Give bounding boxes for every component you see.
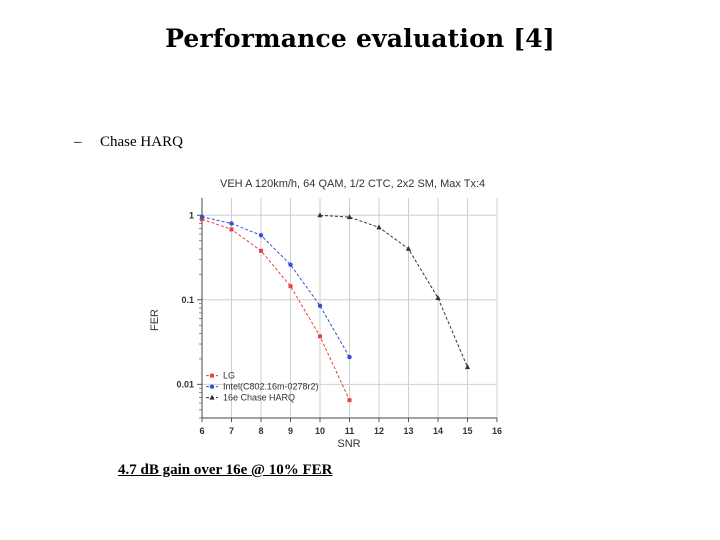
series-layer [199,212,471,403]
y-tick-label: 0.1 [181,295,194,305]
y-tick-label: 1 [189,210,194,220]
x-tick-label: 9 [288,426,293,436]
data-point [229,221,234,226]
data-point [288,262,293,267]
x-tick-label: 6 [199,426,204,436]
data-point [199,214,205,219]
legend-label: LG [223,371,235,381]
bullet-dash: – [74,134,82,150]
data-point [288,284,293,289]
y-axis-label: FER [149,309,161,331]
series-line [201,218,350,401]
chart-title: VEH A 120km/h, 64 QAM, 1/2 CTC, 2x2 SM, … [220,178,485,190]
x-tick-label: 12 [374,426,384,436]
chart-axes: 6 7 8 9 10 11 12 13 14 15 16 1 0.1 0.01 [176,198,502,436]
x-tick-label: 15 [462,426,472,436]
series-line [319,214,468,368]
x-tick-label: 16 [492,426,502,436]
x-tick-label: 7 [229,426,234,436]
legend-marker [210,373,214,378]
legend-marker [209,384,215,389]
data-point [317,212,323,218]
data-point [200,217,204,222]
x-tick-label: 13 [403,426,413,436]
gain-note: 4.7 dB gain over 16e @ 10% FER [118,462,333,478]
legend-label: Intel(C802.16m-0278r2) [223,382,319,392]
data-point [435,295,441,301]
x-tick-label: 10 [315,426,325,436]
bullet-item: – Chase HARQ [74,134,183,151]
x-tick-label: 14 [433,426,443,436]
fer-chart: VEH A 120km/h, 64 QAM, 1/2 CTC, 2x2 SM, … [140,168,510,453]
data-point [346,214,353,220]
x-axis-label: SNR [337,438,360,450]
data-point [376,224,382,230]
x-tick-label: 11 [345,426,355,436]
data-point [317,303,323,308]
data-point [347,398,352,403]
data-point [259,248,263,253]
data-point [347,354,352,360]
fer-chart-svg: VEH A 120km/h, 64 QAM, 1/2 CTC, 2x2 SM, … [149,178,502,450]
legend-marker [209,394,215,400]
data-point [258,233,264,238]
x-tick-label: 8 [258,426,263,436]
data-point [229,227,234,232]
data-point [464,364,471,370]
y-tick-label: 0.01 [176,379,194,389]
slide-title: Performance evaluation [4] [165,24,555,53]
series-line [201,216,350,358]
legend-label: 16e Chase HARQ [223,393,295,403]
data-point [318,334,322,339]
bullet-text: Chase HARQ [100,134,183,150]
data-point [405,245,412,251]
